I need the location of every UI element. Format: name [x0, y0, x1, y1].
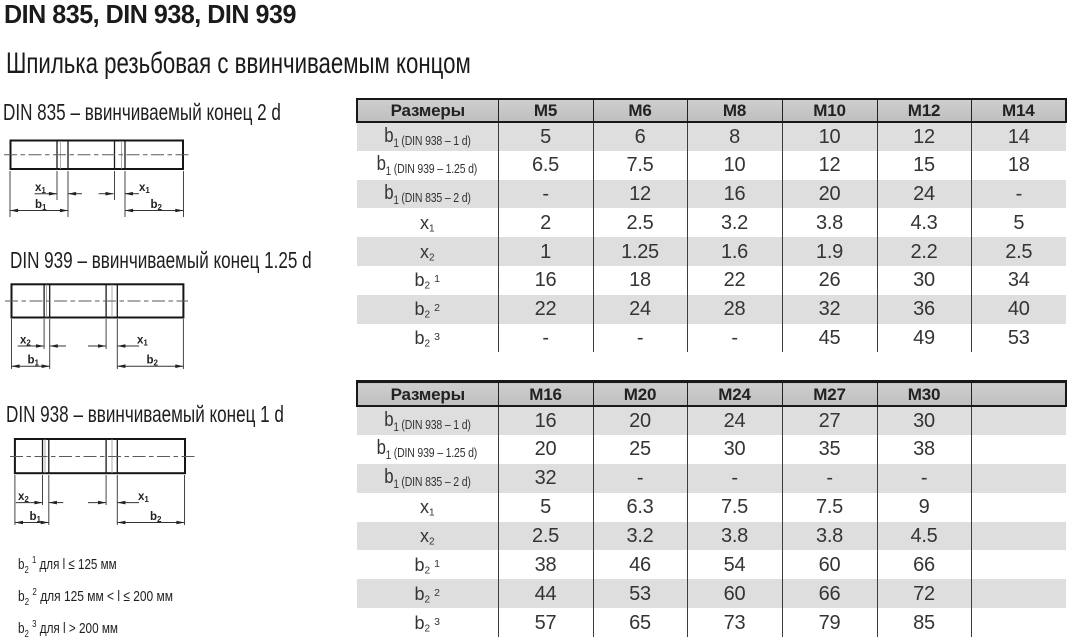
svg-text:b2: b2	[147, 355, 159, 368]
svg-text:b2: b2	[150, 511, 162, 524]
svg-text:x2: x2	[18, 491, 29, 504]
svg-text:b1: b1	[28, 355, 40, 368]
svg-text:x2: x2	[20, 335, 31, 348]
svg-text:b1: b1	[35, 199, 47, 212]
svg-text:x1: x1	[139, 182, 150, 195]
svg-text:b1: b1	[30, 511, 42, 524]
svg-text:x1: x1	[138, 491, 149, 504]
svg-text:x1: x1	[137, 335, 148, 348]
svg-text:b2: b2	[151, 199, 163, 212]
svg-text:x1: x1	[35, 182, 46, 195]
